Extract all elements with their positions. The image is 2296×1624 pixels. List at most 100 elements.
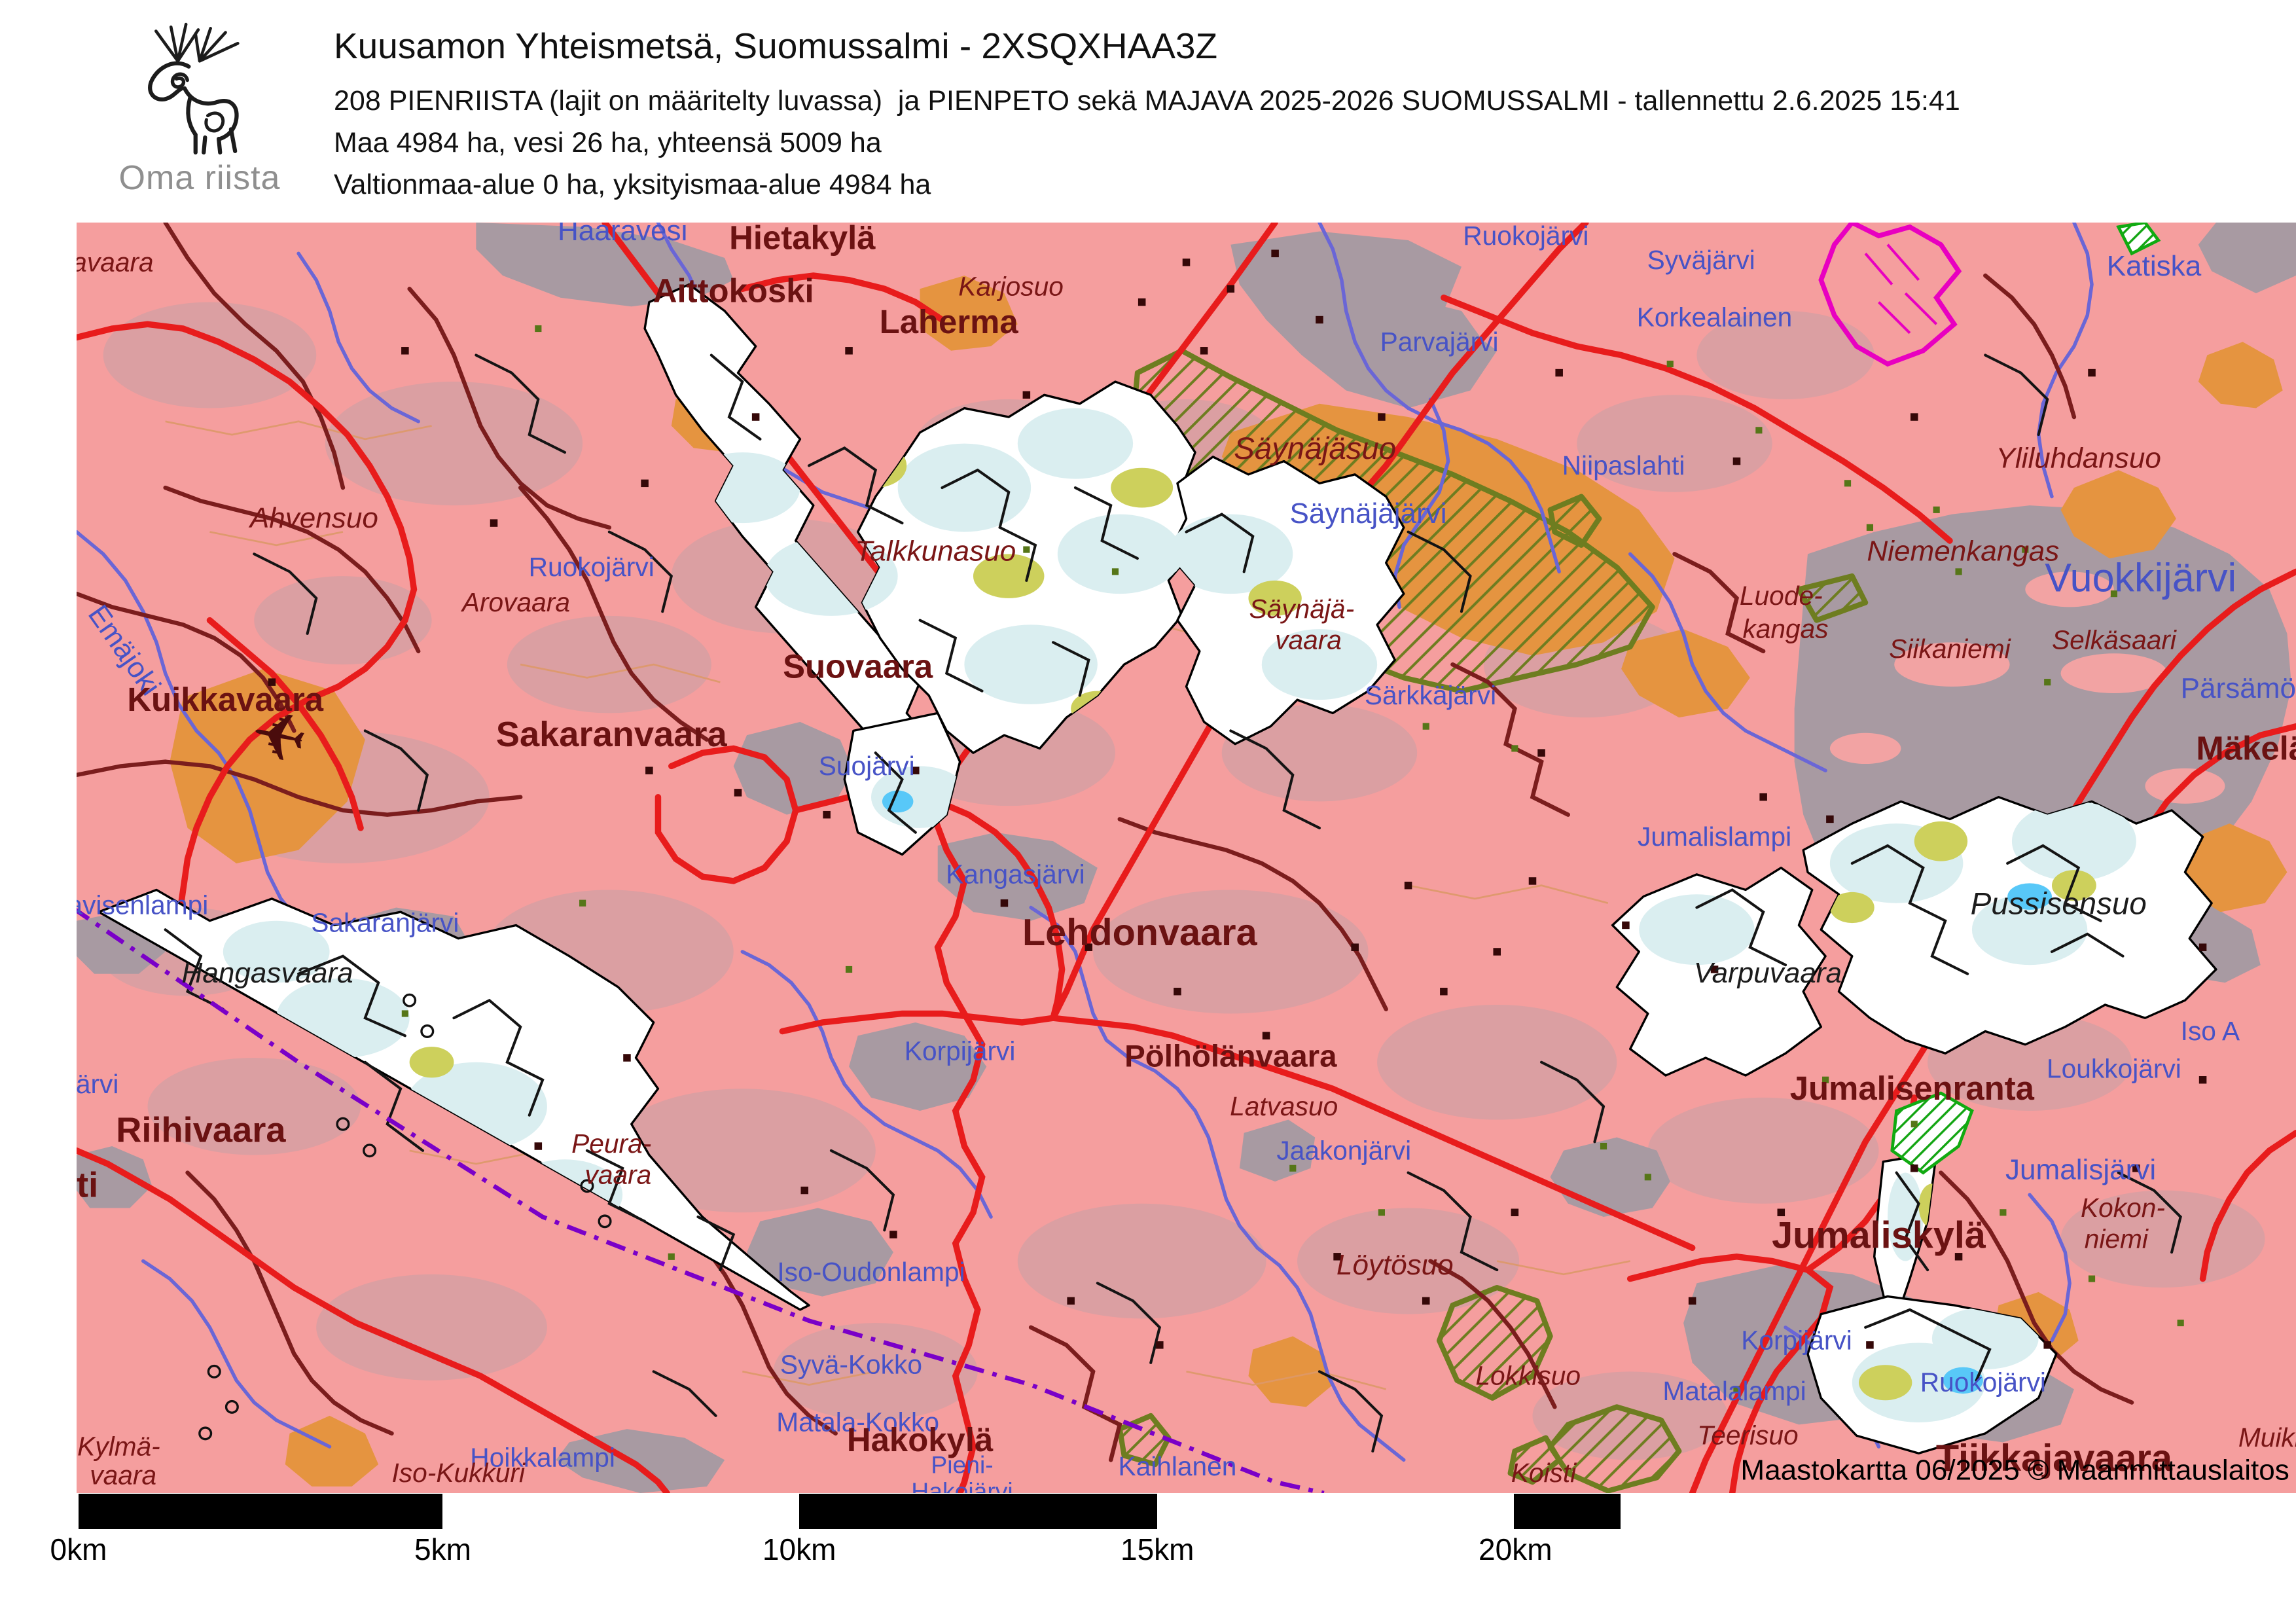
map-label: Suojärvi <box>819 751 915 781</box>
logo-text: Oma riista <box>118 159 281 197</box>
map-label: Katiska <box>2107 250 2202 282</box>
map-label: ti <box>77 1166 98 1205</box>
map-label: Jumalisjärvi <box>2005 1154 2156 1186</box>
map-label: Jumalisenranta <box>1790 1070 2035 1107</box>
map-label: avaara <box>77 247 154 277</box>
map-label: Parvajärvi <box>1380 327 1499 357</box>
map-label: Kuikkavaara <box>127 681 324 718</box>
map-label: Pieni- <box>931 1451 993 1479</box>
map-label: vaara <box>585 1159 652 1189</box>
map-label: Hakokylä <box>847 1421 994 1458</box>
map-label: Ruokojärvi <box>1463 223 1588 251</box>
map-canvas: ✈ Haaravesi Ruokojärvi Syväjärvi Korkealaine… <box>77 223 2296 1493</box>
map-label: Matalalampi <box>1662 1376 1806 1406</box>
oma-riista-logo: Oma riista <box>92 20 308 198</box>
scale-label: 15km <box>1120 1532 1194 1566</box>
map-label: Mäkelä <box>2196 729 2296 767</box>
map-label: Löytösuo <box>1336 1249 1454 1281</box>
map-label: Laherma <box>880 303 1019 340</box>
map-label: Korpijärvi <box>905 1036 1016 1066</box>
map-label: Ruokojärvi <box>1920 1367 2046 1398</box>
scale-segment-4 <box>1513 1494 1621 1529</box>
scale-segment-2 <box>799 1494 1158 1529</box>
map-label: Pölhölänvaara <box>1124 1039 1337 1074</box>
map-label: Kylmä- <box>77 1432 160 1462</box>
map-label: Iso-Kukkuri <box>392 1458 526 1488</box>
land-summary: Valtionmaa-alue 0 ha, yksityismaa-alue 4… <box>334 169 931 200</box>
map-label: Lokkisuo <box>1475 1361 1581 1391</box>
scale-segment-0 <box>79 1494 443 1529</box>
scale-bar-labels: 0km 5km 10km 15km 20km <box>50 1532 1622 1571</box>
map-label: Matala-Kokko <box>776 1407 939 1437</box>
scale-label: 20km <box>1479 1532 1552 1566</box>
map-label: Vuokkijärvi <box>2045 556 2236 600</box>
map-label: Särkkäjärvi <box>1365 680 1496 710</box>
map-label: Teerisuo <box>1697 1420 1799 1451</box>
map-label: Syväjärvi <box>1647 245 1755 275</box>
map-label: vaara <box>90 1460 156 1490</box>
map-label: Lehdonvaara <box>1022 912 1258 954</box>
map-label: Iso A <box>2181 1016 2240 1046</box>
map-label: kangas <box>1742 614 1828 644</box>
map-label: Jumaliskylä <box>1772 1214 1986 1256</box>
map-label: Arovaara <box>461 587 570 617</box>
map-label: Kaihlanen <box>1118 1451 1236 1481</box>
map-svg: ✈Haaravesi RuokojärviSyväjärviKorkealaine… <box>77 223 2296 1493</box>
scale-label: 0km <box>50 1532 107 1566</box>
permit-subtitle: 208 PIENRIISTA (lajit on määritelty luva… <box>334 85 1960 117</box>
scale-segment-1 <box>442 1494 800 1529</box>
scale-segment-3 <box>1157 1494 1514 1529</box>
scale-label: 10km <box>762 1532 836 1566</box>
map-label: Säynäjäjärvi <box>1290 497 1447 530</box>
map-label: Suovaara <box>783 647 933 685</box>
map-label: Hangasvaara <box>182 957 353 989</box>
map-label: Koisti <box>1511 1458 1577 1488</box>
map-label: järvi <box>77 1069 118 1099</box>
map-label: Pärsämönse <box>2181 672 2296 704</box>
map-label: Kokon- <box>2081 1193 2165 1223</box>
map-label: Hakojärvi <box>911 1477 1013 1493</box>
map-label: Tiikkajavaara <box>1936 1437 2173 1479</box>
map-label: Kangasjärvi <box>946 859 1085 889</box>
map-label: Hoikkalampi <box>470 1443 615 1473</box>
map-label: Muikkuv <box>2238 1422 2296 1453</box>
map-label: avisenlampi <box>77 890 208 920</box>
map-label: Iso-Oudonlampi <box>777 1257 965 1287</box>
map-label: Jumalislampi <box>1638 821 1791 852</box>
map-label: niemi <box>2085 1223 2149 1254</box>
map-label: Korpijärvi <box>1741 1326 1852 1356</box>
map-label: Latvasuo <box>1230 1091 1338 1121</box>
map-label: Hietakylä <box>729 223 876 256</box>
elk-icon <box>148 22 240 155</box>
map-label: Aittokoski <box>653 272 814 310</box>
map-label: Ahvensuo <box>248 502 378 534</box>
map-label: Pussisensuo <box>1971 887 2147 922</box>
map-label: Syvä-Kokko <box>780 1350 922 1380</box>
map-label: vaara <box>1275 625 1342 655</box>
map-attribution: Maastokartta 06/2025 © Maanmittauslaitos <box>1740 1454 2289 1487</box>
scale-bar-segments <box>79 1494 1622 1529</box>
map-label: Siikaniemi <box>1889 634 2011 664</box>
map-label: Riihivaara <box>116 1110 286 1149</box>
map-label: Talkkunasuo <box>855 535 1016 568</box>
map-label: Karjosuo <box>958 271 1064 301</box>
map-label: Jaakonjärvi <box>1276 1135 1411 1165</box>
map-label: Luode- <box>1740 581 1823 611</box>
map-label: Haaravesi <box>558 223 687 247</box>
map-label: Niemenkangas <box>1867 535 2059 568</box>
area-summary: Maa 4984 ha, vesi 26 ha, yhteensä 5009 h… <box>334 127 882 158</box>
map-label: Loukkojärvi <box>2047 1053 2181 1083</box>
map-label: Niipaslahti <box>1562 450 1685 480</box>
map-label: Säynäjä- <box>1249 594 1355 624</box>
map-label: Säynäjäsuo <box>1234 431 1396 466</box>
map-label: Sakaranvaara <box>496 715 728 754</box>
page-title: Kuusamon Yhteismetsä, Suomussalmi - 2XSQ… <box>334 26 1218 66</box>
scale-bar: 0km 5km 10km 15km 20km <box>50 1494 1622 1572</box>
map-label: Selkäsaari <box>2052 625 2177 655</box>
scale-label: 5km <box>414 1532 471 1566</box>
map-label: Ruokojärvi <box>529 552 655 582</box>
map-label: Yliluhdansuo <box>1996 442 2161 475</box>
map-label: Sakaranjärvi <box>311 908 459 938</box>
map-label: Varpuvaara <box>1694 957 1842 989</box>
